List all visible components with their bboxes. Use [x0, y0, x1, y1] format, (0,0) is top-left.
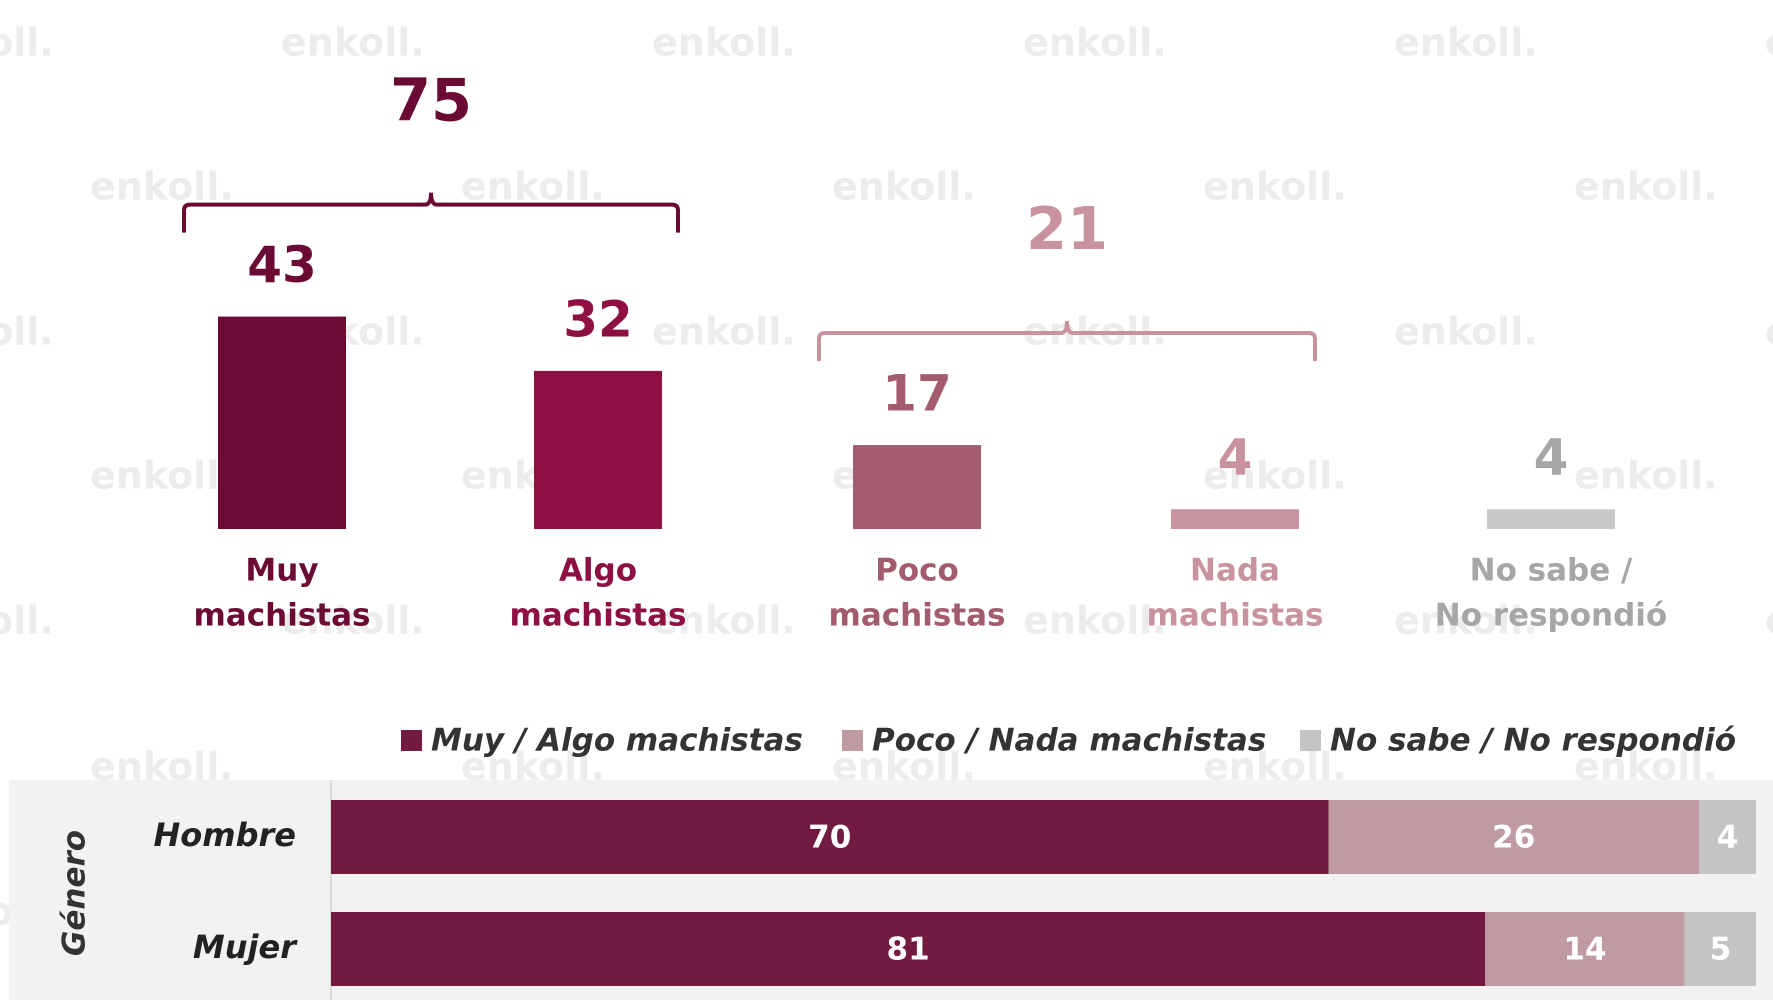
category-label: machistas: [510, 598, 687, 634]
watermark: enkoll.: [652, 21, 796, 65]
watermark: enkoll.: [1394, 21, 1538, 65]
bracket: [817, 320, 1317, 362]
annotation: 21: [1026, 194, 1108, 263]
category-label: Muy: [245, 553, 318, 589]
category-label: machistas: [194, 598, 371, 634]
bar-segment: [331, 912, 1486, 986]
watermark: enkoll.: [1765, 310, 1773, 354]
category-label: Nada: [1190, 553, 1280, 589]
legend-swatch: [401, 730, 422, 751]
watermark: enkoll.: [1023, 21, 1167, 65]
bar-segment: [1328, 800, 1699, 874]
watermark: enkoll.: [652, 599, 796, 643]
watermark: enkoll.: [1023, 599, 1167, 643]
watermark: enkoll.: [281, 21, 425, 65]
legend-label: Poco / Nada machistas: [872, 723, 1266, 759]
bar-segment: [1684, 912, 1756, 986]
watermark: enkoll.: [1394, 310, 1538, 354]
charts: 43 Muy machistas 32 Algo machistas 17 Poco machi…: [57, 66, 1756, 986]
value-label: 26: [1492, 820, 1535, 856]
watermark: enkoll.: [1765, 21, 1773, 65]
category-label: machistas: [1147, 598, 1324, 634]
bar-segment: [331, 800, 1329, 874]
watermark: enkoll.: [90, 454, 234, 498]
category-label: machistas: [829, 598, 1006, 634]
value-label: 32: [563, 290, 633, 348]
value-label: 17: [882, 365, 952, 423]
watermark: enkoll.: [90, 165, 234, 209]
category-label: No sabe /: [1470, 553, 1633, 589]
value-label: 4: [1218, 429, 1253, 487]
watermark: enkoll.: [0, 310, 54, 354]
value-label: 4: [1534, 429, 1569, 487]
bar: [534, 370, 662, 529]
bar-segment: [1699, 800, 1756, 874]
y-axis-label: Género: [57, 830, 93, 956]
value-label: 70: [808, 820, 851, 856]
bar: [1171, 509, 1299, 529]
watermark: enkoll.: [652, 310, 796, 354]
category-label: Poco: [875, 553, 959, 589]
watermark: enkoll.: [1574, 454, 1718, 498]
legend-label: No sabe / No respondió: [1330, 723, 1736, 759]
watermark: enkoll.: [281, 599, 425, 643]
category-label: Hombre: [154, 816, 297, 854]
legend-swatch: [842, 730, 863, 751]
watermark: enkoll.: [1203, 165, 1347, 209]
watermark: enkoll.: [832, 165, 976, 209]
value-label: 5: [1710, 932, 1732, 968]
watermark: enkoll.: [0, 21, 54, 65]
value-label: 14: [1563, 932, 1606, 968]
watermark: enkoll.: [1203, 454, 1347, 498]
category-label: Algo: [559, 553, 637, 589]
bar: [1487, 509, 1615, 529]
watermark: enkoll.: [1394, 599, 1538, 643]
bracket: [182, 192, 680, 233]
value-label: 4: [1717, 820, 1739, 856]
watermark: enkoll.: [0, 599, 54, 643]
legend-label: Muy / Algo machistas: [431, 723, 803, 759]
watermark: enkoll.: [461, 165, 605, 209]
category-label: Mujer: [193, 928, 298, 966]
annotation: 75: [390, 66, 472, 135]
watermark: enkoll.: [1765, 599, 1773, 643]
value-label: 81: [887, 932, 930, 968]
bar-segment: [1485, 912, 1685, 986]
watermark: enkoll.: [1574, 165, 1718, 209]
bar: [853, 445, 981, 529]
value-label: 43: [247, 236, 317, 294]
legend-swatch: [1300, 730, 1321, 751]
category-label: No respondió: [1435, 598, 1667, 634]
bar: [218, 316, 346, 529]
